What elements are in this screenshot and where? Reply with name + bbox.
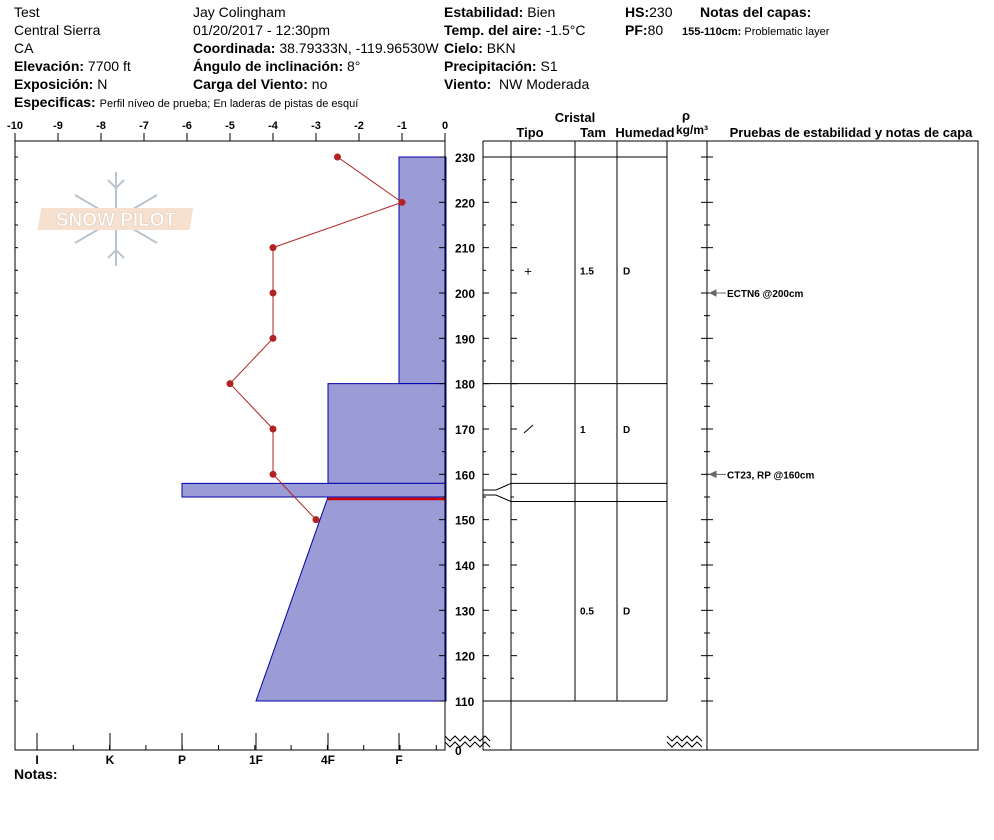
svg-text:Cristal: Cristal: [555, 110, 595, 125]
depth-tick-label: 180: [455, 378, 475, 392]
grain-size: 1.5: [580, 266, 594, 277]
temperature-point: [312, 516, 320, 524]
depth-tick-label: 200: [455, 287, 475, 301]
left-chart-border: [14, 141, 446, 751]
layer-note: 155-110cm: Problematic layer: [682, 26, 830, 38]
temperature-point: [269, 289, 277, 297]
depth-tick-label: 120: [455, 650, 475, 664]
depth-tick-label: 150: [455, 514, 475, 528]
axis-labels: -10 -9 -8 -7 -6 -5 -4 -3 -2 -1 0I K P 1F 4F F2302202102…: [7, 120, 475, 767]
hardness-layer: [398, 156, 447, 385]
profile-name: Test: [14, 4, 40, 20]
coordinates: Coordinada: 38.79333N, -119.96530W: [193, 40, 439, 56]
svg-text:Humedad: Humedad: [615, 125, 674, 140]
svg-text:Tam: Tam: [580, 125, 606, 140]
notes-label: Notas:: [14, 766, 58, 782]
depth-zero-label: 0: [455, 744, 462, 758]
air-temp: Temp. del aire: -1.5°C: [444, 22, 586, 38]
temp-tick-label: -10: [7, 120, 23, 132]
hardness-layer: [255, 496, 447, 702]
temp-tick-label: -2: [354, 120, 364, 132]
temperature-point: [226, 380, 234, 388]
hardness-tick-label: 4F: [321, 753, 335, 767]
hardness-tick-label: 1F: [249, 753, 263, 767]
wind: Viento: NW Moderada: [444, 76, 590, 92]
temp-tick-label: -9: [53, 120, 63, 132]
temp-tick-label: 0: [442, 120, 448, 132]
layer-fan-line: [483, 494, 512, 502]
layer-table: +1.5 D 1 D 0.5 D ECTN6 @200cm CT23, RP @160cm: [523, 263, 814, 617]
stability-test: ECTN6 @200cm: [727, 289, 804, 300]
hardness-tick-label: K: [106, 753, 115, 767]
moisture: D: [623, 266, 630, 277]
temperature-point: [334, 153, 341, 161]
wind-loading: Carga del Viento: no: [193, 76, 328, 92]
aspect: Exposición: N: [14, 76, 108, 92]
temp-tick-label: -4: [268, 120, 279, 132]
test-arrow-icon: [708, 470, 726, 479]
temp-tick-label: -1: [397, 120, 407, 132]
specifics: Especificas: Perfil níveo de prueba; En …: [14, 94, 359, 110]
axis-break-zigzag: [444, 735, 703, 748]
sky: Cielo: BKN: [444, 40, 516, 56]
stability: Estabilidad: Bien: [444, 4, 556, 20]
grain-size: 0.5: [580, 606, 594, 617]
depth-tick-label: 220: [455, 196, 475, 210]
temp-tick-label: -3: [311, 120, 321, 132]
precipitation: Precipitación: S1: [444, 58, 558, 74]
hardness-layer: [181, 482, 447, 498]
slope-angle: Ángulo de inclinación: 8°: [193, 58, 361, 74]
hardness-tick-label: I: [35, 753, 38, 767]
svg-text:ρ: ρ: [682, 108, 690, 123]
depth-tick-label: 110: [455, 695, 475, 709]
depth-tick-label: 160: [455, 468, 475, 482]
depth-tick-label: 190: [455, 332, 475, 346]
depth-tick-label: 170: [455, 423, 475, 437]
column-headers: Cristal Tipo Tam Humedad ρ kg/m³ Pruebas…: [516, 108, 973, 140]
hardness-tick-label: P: [178, 753, 186, 767]
svg-text:kg/m³: kg/m³: [676, 123, 708, 137]
layer-fan-line: [483, 482, 512, 491]
temp-tick-label: -6: [182, 120, 192, 132]
range: Central Sierra: [14, 22, 101, 38]
snowpilot-logo: SNOW PILOT: [37, 172, 194, 266]
stability-test: CT23, RP @160cm: [727, 470, 814, 481]
hs: HS:230: [625, 4, 673, 20]
temp-tick-label: -5: [225, 120, 235, 132]
state: CA: [14, 40, 34, 56]
grain-type-icon: +: [524, 263, 532, 278]
depth-tick-label: 210: [455, 242, 475, 256]
temp-tick-label: -7: [139, 120, 149, 132]
grain-size: 1: [580, 425, 586, 436]
temperature-point: [269, 334, 277, 342]
right-frame: [483, 140, 979, 751]
layer-notes-title: Notas del capas:: [700, 4, 812, 20]
svg-text:SNOW PILOT: SNOW PILOT: [56, 210, 177, 231]
grain-type-icon: [523, 424, 534, 434]
datetime: 01/20/2017 - 12:30pm: [193, 22, 330, 38]
pf: PF:80: [625, 22, 664, 38]
test-arrow-icon: [708, 289, 726, 297]
elevation: Elevación: 7700 ft: [14, 58, 131, 74]
hardness-layer: [327, 383, 447, 484]
moisture: D: [623, 606, 630, 617]
temperature-point: [269, 425, 277, 433]
svg-text:Pruebas de estabilidad y notas: Pruebas de estabilidad y notas de capa: [730, 125, 974, 140]
hardness-tick-label: F: [395, 753, 402, 767]
depth-tick-label: 230: [455, 151, 475, 165]
temperature-point: [398, 198, 406, 206]
observer: Jay Colingham: [193, 4, 286, 20]
svg-text:Tipo: Tipo: [516, 125, 543, 140]
depth-tick-label: 140: [455, 559, 475, 573]
temp-tick-label: -8: [96, 120, 106, 132]
hardness-profile: [181, 156, 447, 702]
temperature-point: [269, 244, 277, 252]
depth-tick-label: 130: [455, 604, 475, 618]
temperature-point: [269, 470, 277, 478]
temperature-profile: [226, 153, 406, 524]
moisture: D: [623, 425, 630, 436]
